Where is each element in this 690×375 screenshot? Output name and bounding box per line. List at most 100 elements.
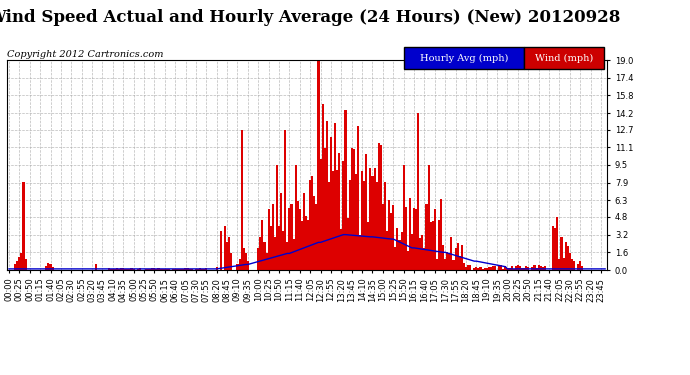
- Bar: [168, 268, 170, 270]
- Bar: [237, 264, 239, 270]
- Bar: [220, 231, 222, 270]
- Bar: [288, 208, 290, 270]
- Bar: [453, 260, 455, 270]
- Bar: [406, 251, 409, 270]
- Bar: [465, 267, 467, 270]
- Bar: [132, 269, 135, 270]
- Bar: [326, 121, 328, 270]
- Bar: [542, 267, 544, 270]
- Bar: [137, 269, 139, 270]
- Bar: [166, 269, 168, 270]
- Bar: [367, 222, 369, 270]
- Bar: [259, 237, 262, 270]
- Bar: [241, 130, 243, 270]
- Bar: [365, 154, 367, 270]
- Bar: [502, 269, 504, 270]
- Bar: [569, 254, 571, 270]
- Bar: [338, 153, 340, 270]
- Bar: [199, 268, 201, 270]
- Bar: [473, 268, 475, 270]
- Bar: [515, 266, 517, 270]
- Bar: [17, 261, 19, 270]
- Bar: [188, 269, 190, 270]
- Bar: [484, 268, 486, 270]
- Bar: [448, 254, 451, 270]
- Bar: [386, 231, 388, 270]
- Bar: [52, 267, 54, 270]
- Bar: [424, 248, 426, 270]
- Bar: [415, 209, 417, 270]
- Bar: [307, 220, 309, 270]
- Bar: [332, 171, 334, 270]
- Bar: [404, 207, 406, 270]
- Bar: [492, 266, 494, 270]
- Bar: [301, 221, 303, 270]
- Bar: [444, 259, 446, 270]
- Bar: [262, 220, 264, 270]
- Bar: [440, 199, 442, 270]
- Bar: [309, 180, 311, 270]
- Bar: [388, 200, 390, 270]
- Bar: [313, 196, 315, 270]
- Bar: [519, 266, 521, 270]
- Bar: [422, 236, 424, 270]
- Bar: [290, 204, 293, 270]
- Bar: [286, 242, 288, 270]
- Bar: [494, 266, 496, 270]
- Bar: [380, 145, 382, 270]
- Bar: [205, 268, 208, 270]
- Bar: [128, 269, 130, 270]
- Bar: [180, 269, 182, 270]
- Bar: [363, 182, 365, 270]
- Bar: [186, 268, 188, 270]
- Bar: [384, 182, 386, 270]
- Bar: [324, 148, 326, 270]
- Bar: [247, 261, 249, 270]
- Bar: [538, 265, 540, 270]
- Bar: [178, 269, 180, 270]
- Bar: [577, 264, 579, 270]
- Bar: [108, 268, 110, 270]
- Bar: [417, 113, 420, 270]
- Bar: [114, 269, 116, 270]
- Bar: [432, 220, 434, 270]
- Bar: [488, 267, 490, 270]
- Bar: [477, 267, 480, 270]
- Bar: [153, 268, 155, 270]
- Bar: [145, 269, 147, 270]
- Bar: [293, 238, 295, 270]
- Bar: [172, 269, 174, 270]
- Bar: [498, 266, 500, 270]
- Bar: [344, 110, 346, 270]
- Bar: [438, 220, 440, 270]
- Bar: [284, 130, 286, 270]
- Bar: [469, 265, 471, 270]
- Bar: [544, 266, 546, 270]
- Bar: [377, 143, 380, 270]
- Bar: [398, 240, 400, 270]
- Bar: [506, 268, 509, 270]
- Bar: [161, 269, 164, 270]
- Bar: [500, 266, 502, 270]
- Bar: [486, 268, 488, 270]
- Text: Wind (mph): Wind (mph): [535, 54, 593, 63]
- Bar: [527, 267, 529, 270]
- Bar: [278, 226, 280, 270]
- Bar: [122, 268, 124, 270]
- Bar: [297, 201, 299, 270]
- Bar: [511, 266, 513, 270]
- Bar: [48, 263, 50, 270]
- Bar: [475, 267, 477, 270]
- Bar: [243, 248, 245, 270]
- Bar: [426, 204, 428, 270]
- Bar: [396, 228, 398, 270]
- Bar: [257, 248, 259, 270]
- Bar: [402, 165, 404, 270]
- Bar: [303, 193, 305, 270]
- Bar: [23, 182, 25, 270]
- Bar: [264, 242, 266, 270]
- Bar: [184, 268, 186, 270]
- Bar: [317, 60, 319, 270]
- Bar: [467, 265, 469, 270]
- Bar: [245, 254, 247, 270]
